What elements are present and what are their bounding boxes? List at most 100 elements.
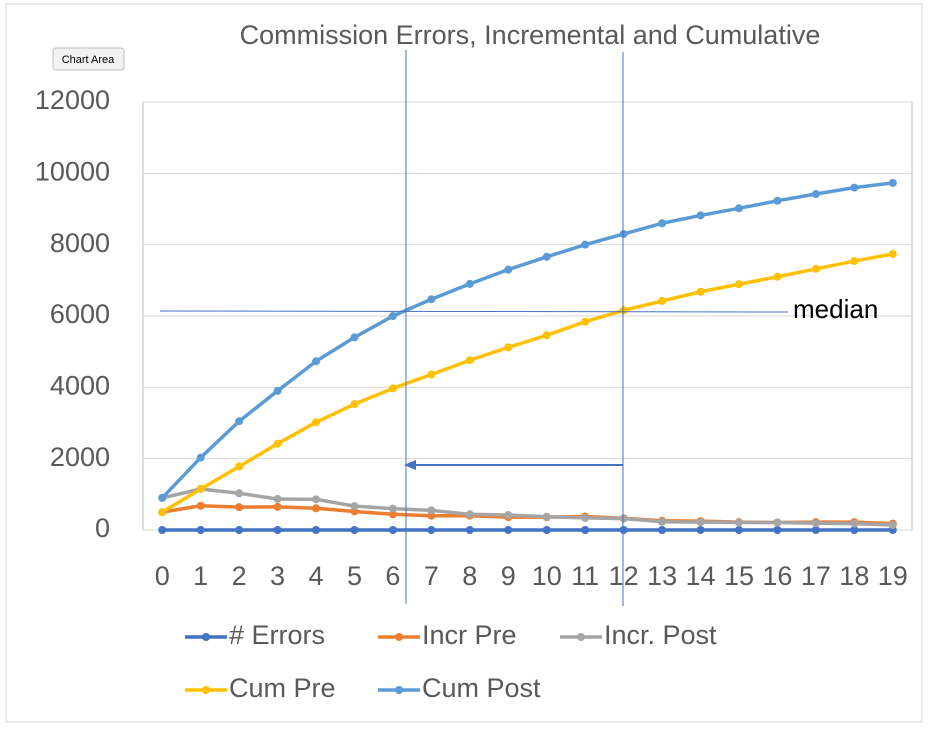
point	[581, 317, 590, 326]
series-line	[161, 487, 893, 527]
point	[850, 526, 859, 534]
point	[235, 503, 244, 512]
point	[388, 384, 397, 393]
point	[542, 512, 551, 521]
point	[850, 183, 859, 192]
x-tick-label: 8	[462, 561, 477, 591]
point	[619, 526, 628, 534]
point	[312, 495, 321, 504]
x-tick-label: 17	[801, 561, 831, 591]
point	[350, 333, 359, 342]
y-tick-label: 0	[95, 513, 110, 543]
y-tick-label: 12000	[35, 85, 110, 115]
x-tick-label: 7	[424, 561, 439, 591]
point	[235, 462, 244, 471]
point	[734, 526, 743, 534]
point	[619, 514, 628, 523]
chart-title: Commission Errors, Incremental and Cumul…	[240, 20, 821, 50]
median-line	[159, 310, 789, 313]
point	[465, 279, 474, 288]
point	[235, 417, 244, 426]
tooltip-box	[52, 47, 125, 71]
point	[273, 494, 282, 503]
point	[850, 519, 859, 528]
legend-label: Cum Post	[422, 673, 541, 703]
x-tick-label: 16	[762, 561, 792, 591]
point	[811, 190, 820, 199]
point	[196, 501, 205, 510]
point	[427, 506, 436, 515]
point	[465, 356, 474, 365]
point	[504, 526, 513, 534]
point	[581, 526, 590, 534]
annotation: median	[793, 294, 878, 324]
point	[734, 280, 743, 289]
point	[312, 418, 321, 427]
point	[504, 343, 513, 352]
point	[158, 508, 167, 517]
point	[273, 439, 282, 448]
point	[773, 526, 782, 534]
series-line	[161, 252, 894, 514]
legend-marker	[577, 633, 585, 641]
point	[504, 511, 513, 520]
point	[773, 196, 782, 205]
point	[734, 518, 743, 527]
x-tick-label: 14	[686, 561, 716, 591]
point	[581, 240, 590, 249]
point	[273, 386, 282, 395]
x-tick-label: 10	[532, 561, 562, 591]
point	[658, 517, 667, 526]
point	[388, 510, 397, 519]
point	[388, 526, 397, 534]
point	[196, 484, 205, 493]
point	[773, 272, 782, 281]
point	[196, 526, 205, 534]
series-line	[160, 181, 893, 500]
point	[350, 400, 359, 409]
point	[734, 204, 743, 213]
point	[542, 252, 551, 261]
legend-marker	[202, 686, 210, 694]
x-tick-label: 3	[270, 561, 285, 591]
point	[235, 489, 244, 498]
arrow-head	[404, 460, 416, 470]
x-tick-label: 15	[724, 561, 754, 591]
legend-label: Incr. Post	[604, 620, 717, 650]
y-tick-label: 2000	[50, 442, 110, 472]
point	[658, 526, 667, 534]
point	[811, 526, 820, 534]
point	[696, 287, 705, 296]
point	[465, 526, 474, 534]
point	[504, 265, 513, 274]
x-tick-label: 5	[347, 561, 362, 591]
point	[427, 526, 436, 534]
point	[235, 526, 244, 534]
point	[312, 526, 321, 534]
y-tick-label: 10000	[35, 156, 110, 186]
y-tick-label: 8000	[50, 228, 110, 258]
x-tick-label: 6	[385, 561, 400, 591]
point	[273, 526, 282, 534]
point	[811, 519, 820, 528]
legend-marker	[202, 633, 210, 641]
point	[465, 510, 474, 519]
legend-label: Cum Pre	[229, 673, 336, 703]
x-tick-label: 2	[232, 561, 247, 591]
point	[388, 504, 397, 513]
point	[581, 513, 590, 522]
point	[427, 295, 436, 304]
point	[158, 493, 167, 502]
legend-label: Incr Pre	[422, 620, 517, 650]
legend-label: # Errors	[229, 620, 325, 650]
point	[196, 453, 205, 462]
point	[388, 312, 397, 320]
point	[312, 357, 321, 366]
point	[619, 306, 628, 315]
point	[811, 264, 820, 273]
x-tick-label: 19	[878, 561, 908, 591]
x-tick-label: 12	[609, 561, 639, 591]
x-tick-label: 0	[155, 561, 170, 591]
